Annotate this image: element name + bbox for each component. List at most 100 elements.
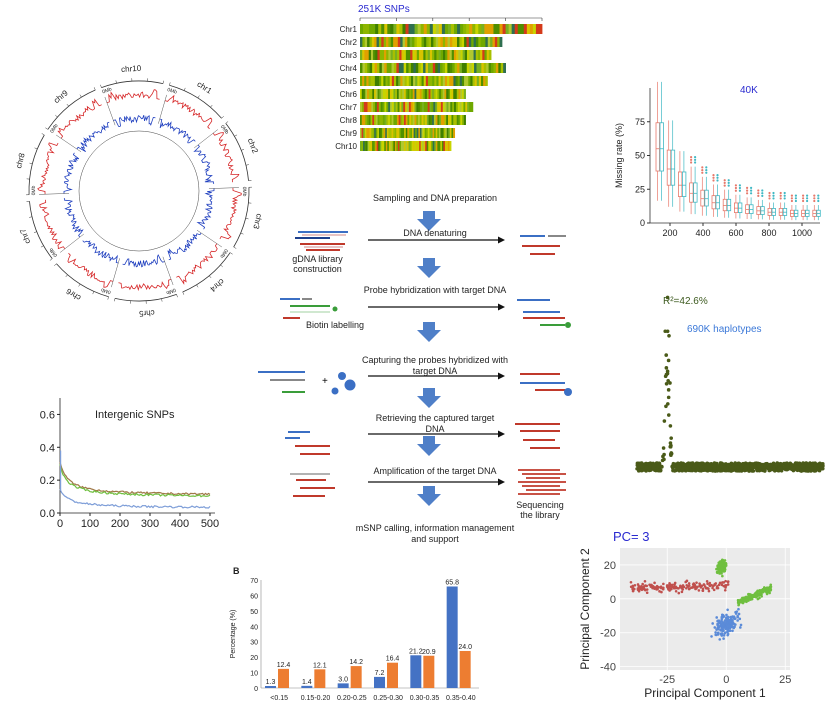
circos-plot: chr1 0Mb chr2 0Mb chr3 0Mb chr4 0Mb chr5 0Mb chr6 0… [14,64,264,318]
snp-density-track [67,252,114,288]
density-segment [395,37,399,47]
density-segment [399,50,402,60]
density-segment [410,128,413,138]
density-segment [378,24,382,34]
plot-title: PC= 3 [613,529,650,544]
density-segment [431,102,434,112]
box [700,189,705,207]
density-segment [360,115,363,125]
density-segment [415,63,419,73]
density-segment [472,24,476,34]
pca-point [726,630,729,634]
density-segment [367,141,370,151]
haplotype-density-track [76,121,110,152]
pca-point [726,633,729,637]
pca-point [706,582,709,586]
pca-point [746,596,750,600]
pca-point [653,586,657,589]
haplotype-density-track [63,198,84,238]
chromosome-label: chr1 [195,80,213,96]
pca-point [633,583,637,587]
x-tick-label: 800 [761,228,776,238]
process-arrow-head [498,372,505,380]
pca-point [722,626,725,629]
haplotype-point [700,461,705,466]
haplotype-point [778,466,783,470]
density-segment [397,102,400,112]
density-segment [375,115,378,125]
chromosome-arc [101,80,164,88]
pca-point [726,580,730,584]
haplotype-density-track [159,118,196,144]
density-segment [435,24,440,34]
density-segment [467,50,470,60]
density-segment [371,128,374,138]
density-segment [402,115,405,125]
density-segment [418,128,421,138]
density-segment [423,76,427,86]
density-segment [376,37,380,47]
pca-point [744,595,748,599]
pca-point [691,586,694,589]
outlier [790,199,793,203]
density-segment [485,37,489,47]
density-segment [393,115,396,125]
density-segment [364,76,367,86]
x-tick-label: 300 [141,518,159,528]
density-segment [387,24,391,34]
density-segment [376,76,380,86]
density-segment [407,141,409,151]
density-segment [370,50,374,60]
density-segment [426,141,429,151]
density-segment [372,76,376,86]
haplotype-point [767,467,772,471]
snp-density-track [219,187,242,240]
density-segment [408,128,411,138]
density-segment [529,24,534,34]
step-amplification: Amplification of the target DNA [373,466,497,476]
density-segment [414,115,417,125]
density-segment [408,63,412,73]
chromosome-label: chr7 [18,227,32,245]
label-biotin: Biotin labelling [305,320,365,330]
density-segment [474,76,478,86]
outlier [783,191,786,195]
density-segment [404,76,408,86]
tick-label: 0Mb [218,247,229,259]
density-segment [461,76,465,86]
density-segment [413,128,416,138]
snp-density-track [57,98,102,139]
density-segment [407,37,411,47]
category-label: 0.15-0.20 [301,695,331,702]
density-segment [389,63,392,73]
haplotype-point [676,464,681,468]
circos-inner-ring [78,130,200,252]
density-segment [379,76,382,86]
density-segment [401,63,405,73]
pca-point [723,588,727,592]
outlier [772,197,775,200]
outlier [694,156,697,159]
density-segment [420,141,423,151]
density-segment [480,50,483,60]
box [659,122,664,172]
haplotype-point [665,295,670,300]
flow-arrow [417,258,441,278]
haplotype-point [656,464,661,469]
density-segment [463,24,467,34]
density-segment [429,102,432,112]
chromosome-boundary [208,187,239,189]
density-segment [446,115,449,125]
density-segment [445,128,448,138]
density-segment [374,76,378,86]
density-segment [373,141,376,151]
density-segment [405,141,408,151]
density-segment [498,63,502,73]
density-segment [370,115,373,125]
density-segment [441,141,444,151]
haplotype-point [670,464,674,469]
density-segment [455,102,459,112]
pca-point [681,584,685,587]
density-segment [440,115,444,125]
chromosome-label: chr2 [246,137,260,155]
